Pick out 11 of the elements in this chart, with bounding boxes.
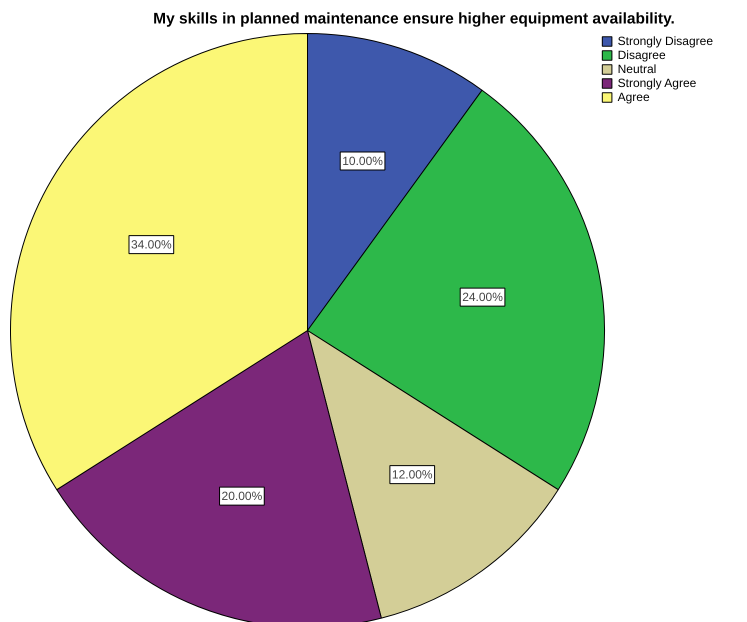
data-label: 10.00% [342,154,384,168]
legend-label: Strongly Disagree [618,34,713,48]
data-label: 12.00% [392,468,433,482]
data-label: 34.00% [130,238,172,252]
data-label: 24.00% [462,290,504,304]
legend-label: Agree [618,90,650,104]
data-label: 20.00% [222,489,263,504]
legend-label: Strongly Agree [618,76,696,90]
legend-label: Neutral [618,62,656,76]
legend-label: Disagree [618,48,666,62]
chart-title: My skills in planned maintenance ensure higher equipment availability. [153,10,675,28]
